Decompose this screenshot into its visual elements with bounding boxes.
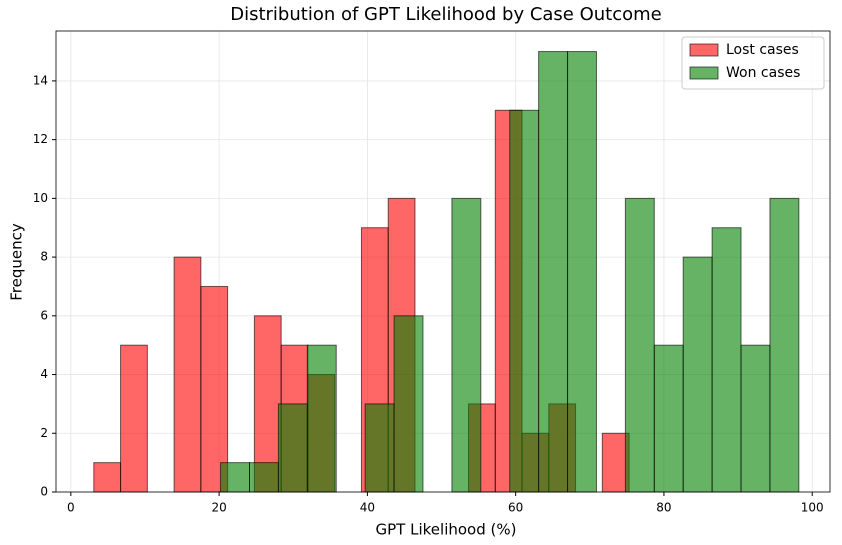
bar bbox=[220, 462, 251, 493]
y-tick-label: 0 bbox=[40, 485, 48, 499]
bar bbox=[682, 256, 713, 493]
bar bbox=[393, 315, 424, 493]
bar bbox=[451, 197, 482, 493]
bar bbox=[173, 256, 202, 493]
bar bbox=[567, 51, 597, 493]
bar bbox=[509, 109, 540, 493]
legend-label: Won cases bbox=[726, 65, 800, 81]
y-tick-label: 4 bbox=[40, 367, 48, 381]
y-tick-label: 2 bbox=[40, 426, 48, 440]
y-tick-label: 12 bbox=[33, 132, 48, 146]
chart-title: Distribution of GPT Likelihood by Case O… bbox=[230, 4, 662, 25]
y-axis-label: Frequency bbox=[8, 223, 26, 301]
x-tick-label: 20 bbox=[211, 501, 226, 515]
x-tick-label: 100 bbox=[801, 501, 824, 515]
x-tick-label: 40 bbox=[360, 501, 375, 515]
legend-swatch bbox=[689, 66, 719, 80]
x-tick-label: 0 bbox=[67, 501, 75, 515]
x-tick-label: 80 bbox=[656, 501, 671, 515]
y-tick-label: 14 bbox=[33, 73, 48, 87]
x-axis-label: GPT Likelihood (%) bbox=[376, 521, 517, 539]
y-tick-label: 8 bbox=[40, 250, 48, 264]
bar bbox=[624, 197, 655, 493]
bar bbox=[711, 227, 742, 493]
bar bbox=[769, 197, 800, 493]
bar bbox=[538, 51, 569, 493]
bar bbox=[120, 344, 148, 493]
bar bbox=[93, 462, 122, 493]
bar bbox=[277, 403, 308, 493]
bar bbox=[249, 462, 279, 493]
legend-swatch bbox=[689, 43, 719, 57]
x-tick-label: 60 bbox=[508, 501, 523, 515]
y-tick-label: 6 bbox=[40, 308, 48, 322]
bar bbox=[306, 344, 337, 493]
legend-label: Lost cases bbox=[726, 42, 799, 58]
bar bbox=[653, 344, 684, 493]
bar bbox=[200, 285, 229, 493]
plot-frame bbox=[55, 30, 831, 493]
y-tick-label: 10 bbox=[33, 191, 48, 205]
bar bbox=[364, 403, 395, 493]
bar bbox=[740, 344, 771, 493]
